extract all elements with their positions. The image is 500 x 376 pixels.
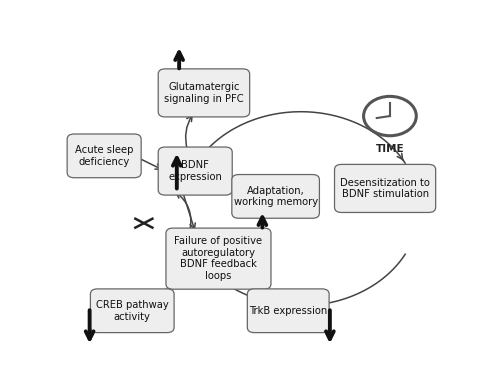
FancyBboxPatch shape	[232, 174, 320, 218]
Text: CREB pathway
activity: CREB pathway activity	[96, 300, 168, 321]
FancyBboxPatch shape	[248, 289, 329, 333]
FancyBboxPatch shape	[158, 69, 250, 117]
Text: Acute sleep
deficiency: Acute sleep deficiency	[75, 145, 134, 167]
Text: Adaptation,
working memory: Adaptation, working memory	[234, 186, 318, 207]
FancyBboxPatch shape	[90, 289, 174, 333]
Text: Glutamatergic
signaling in PFC: Glutamatergic signaling in PFC	[164, 82, 244, 104]
FancyBboxPatch shape	[166, 228, 271, 289]
FancyBboxPatch shape	[334, 164, 436, 212]
Text: Desensitization to
BDNF stimulation: Desensitization to BDNF stimulation	[340, 177, 430, 199]
Text: TrkB expression: TrkB expression	[249, 306, 328, 316]
FancyBboxPatch shape	[158, 147, 232, 195]
FancyBboxPatch shape	[67, 134, 141, 178]
Text: TIME: TIME	[376, 144, 404, 155]
Text: BDNF
expression: BDNF expression	[168, 160, 222, 182]
Text: Failure of positive
autoregulatory
BDNF feedback
loops: Failure of positive autoregulatory BDNF …	[174, 236, 262, 281]
